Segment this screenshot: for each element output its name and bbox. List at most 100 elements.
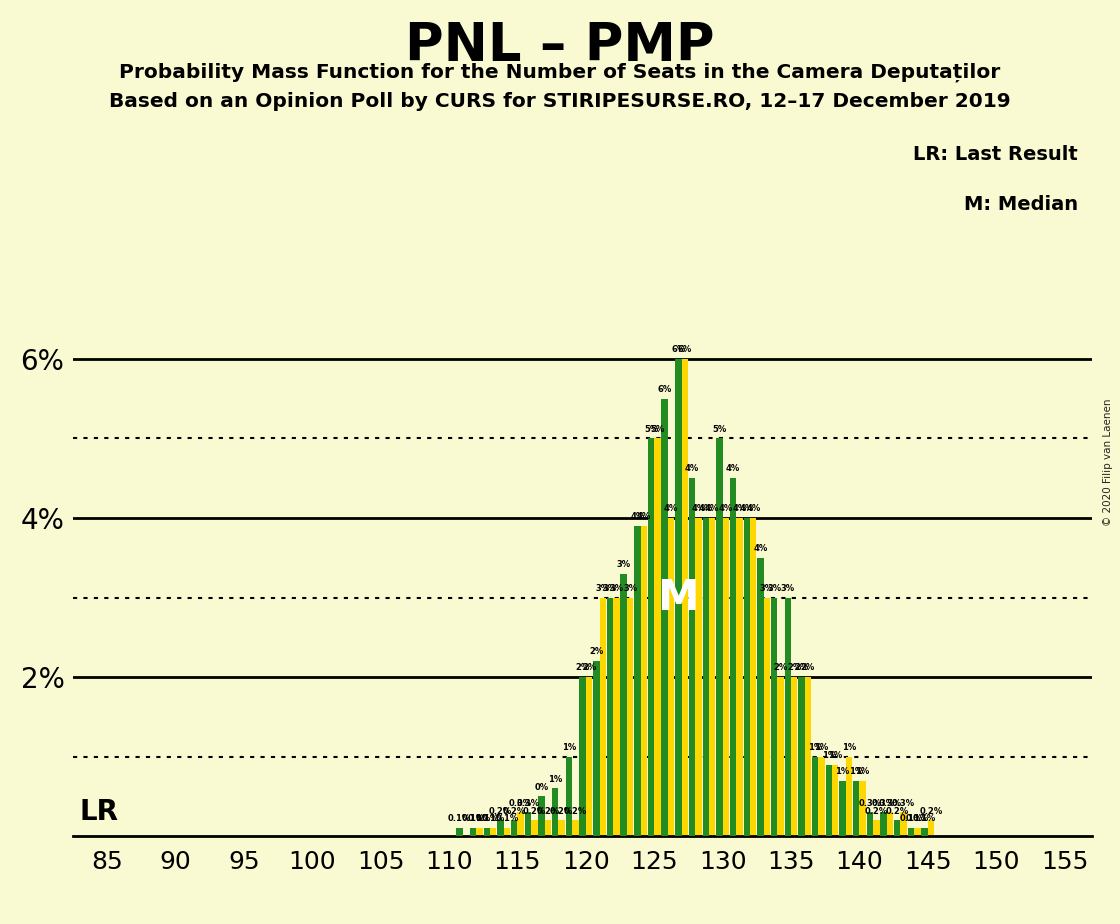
Text: 6%: 6%	[671, 345, 685, 354]
Text: 5%: 5%	[651, 425, 664, 433]
Bar	[804, 677, 811, 836]
Text: 0.1%: 0.1%	[899, 814, 923, 823]
Text: 0.2%: 0.2%	[563, 807, 587, 816]
Text: 0.1%: 0.1%	[468, 814, 492, 823]
Text: 0.2%: 0.2%	[503, 807, 525, 816]
Text: 0.1%: 0.1%	[913, 814, 936, 823]
Bar	[552, 788, 559, 836]
Bar	[662, 398, 668, 836]
Text: 3%: 3%	[623, 584, 637, 593]
Bar	[907, 828, 914, 836]
Bar	[470, 828, 476, 836]
Text: LR: LR	[80, 798, 119, 826]
Bar	[544, 821, 551, 836]
Bar	[620, 574, 627, 836]
Text: 4%: 4%	[636, 512, 651, 521]
Bar	[647, 438, 654, 836]
Text: 4%: 4%	[631, 512, 644, 521]
Text: 3%: 3%	[767, 584, 781, 593]
Bar	[607, 598, 613, 836]
Bar	[819, 757, 824, 836]
Text: 0.1%: 0.1%	[448, 814, 472, 823]
Bar	[900, 812, 907, 836]
Text: © 2020 Filip van Laenen: © 2020 Filip van Laenen	[1103, 398, 1113, 526]
Bar	[799, 677, 804, 836]
Bar	[832, 765, 839, 836]
Bar	[586, 677, 592, 836]
Text: 2%: 2%	[582, 663, 596, 673]
Text: M: M	[657, 577, 699, 618]
Text: 4%: 4%	[691, 505, 706, 513]
Bar	[654, 438, 661, 836]
Bar	[627, 598, 633, 836]
Bar	[764, 598, 771, 836]
Text: 3%: 3%	[603, 584, 617, 593]
Text: 5%: 5%	[644, 425, 659, 433]
Text: 0.1%: 0.1%	[475, 814, 498, 823]
Text: 5%: 5%	[712, 425, 727, 433]
Text: 0.1%: 0.1%	[482, 814, 505, 823]
Bar	[517, 812, 524, 836]
Text: 4%: 4%	[664, 505, 679, 513]
Text: 1%: 1%	[822, 751, 836, 760]
Bar	[572, 821, 579, 836]
Text: 3%: 3%	[759, 584, 774, 593]
Bar	[914, 828, 921, 836]
Bar	[736, 518, 743, 836]
Text: 6%: 6%	[678, 345, 692, 354]
Text: 0.2%: 0.2%	[886, 807, 909, 816]
Text: 1%: 1%	[836, 767, 850, 776]
Bar	[825, 765, 832, 836]
Text: 2%: 2%	[774, 663, 787, 673]
Text: 1%: 1%	[548, 774, 562, 784]
Text: 0.3%: 0.3%	[858, 798, 881, 808]
Text: 0.1%: 0.1%	[495, 814, 519, 823]
Text: 4%: 4%	[746, 505, 760, 513]
Text: 1%: 1%	[808, 743, 822, 752]
Bar	[750, 518, 756, 836]
Text: 4%: 4%	[726, 465, 740, 473]
Text: 0.3%: 0.3%	[516, 798, 540, 808]
Bar	[456, 828, 463, 836]
Bar	[859, 781, 866, 836]
Text: 3%: 3%	[781, 584, 795, 593]
Text: 0%: 0%	[534, 783, 549, 792]
Text: 4%: 4%	[754, 544, 767, 553]
Text: 0.2%: 0.2%	[920, 807, 943, 816]
Text: Based on an Opinion Poll by CURS for STIRIPESURSE.RO, 12–17 December 2019: Based on an Opinion Poll by CURS for STI…	[109, 92, 1011, 112]
Bar	[785, 598, 791, 836]
Bar	[531, 821, 538, 836]
Bar	[696, 518, 702, 836]
Text: 4%: 4%	[704, 505, 719, 513]
Bar	[894, 821, 900, 836]
Bar	[757, 558, 764, 836]
Bar	[846, 757, 852, 836]
Text: 2%: 2%	[801, 663, 815, 673]
Bar	[777, 677, 784, 836]
Bar	[880, 812, 887, 836]
Text: 0.3%: 0.3%	[510, 798, 532, 808]
Text: 0.2%: 0.2%	[550, 807, 573, 816]
Text: Probability Mass Function for the Number of Seats in the Camera Deputaților: Probability Mass Function for the Number…	[120, 63, 1000, 82]
Text: 4%: 4%	[719, 505, 732, 513]
Text: 2%: 2%	[787, 663, 802, 673]
Bar	[771, 598, 777, 836]
Text: PNL – PMP: PNL – PMP	[405, 20, 715, 72]
Bar	[599, 598, 606, 836]
Bar	[579, 677, 586, 836]
Text: M: Median: M: Median	[963, 195, 1077, 214]
Text: 1%: 1%	[856, 767, 870, 776]
Bar	[675, 359, 682, 836]
Bar	[839, 781, 846, 836]
Bar	[689, 479, 696, 836]
Text: 3%: 3%	[609, 584, 624, 593]
Bar	[730, 479, 736, 836]
Bar	[716, 438, 722, 836]
Bar	[853, 781, 859, 836]
Bar	[634, 526, 641, 836]
Text: 0.3%: 0.3%	[872, 798, 895, 808]
Text: 1%: 1%	[562, 743, 576, 752]
Bar	[867, 812, 874, 836]
Bar	[744, 518, 750, 836]
Bar	[641, 526, 647, 836]
